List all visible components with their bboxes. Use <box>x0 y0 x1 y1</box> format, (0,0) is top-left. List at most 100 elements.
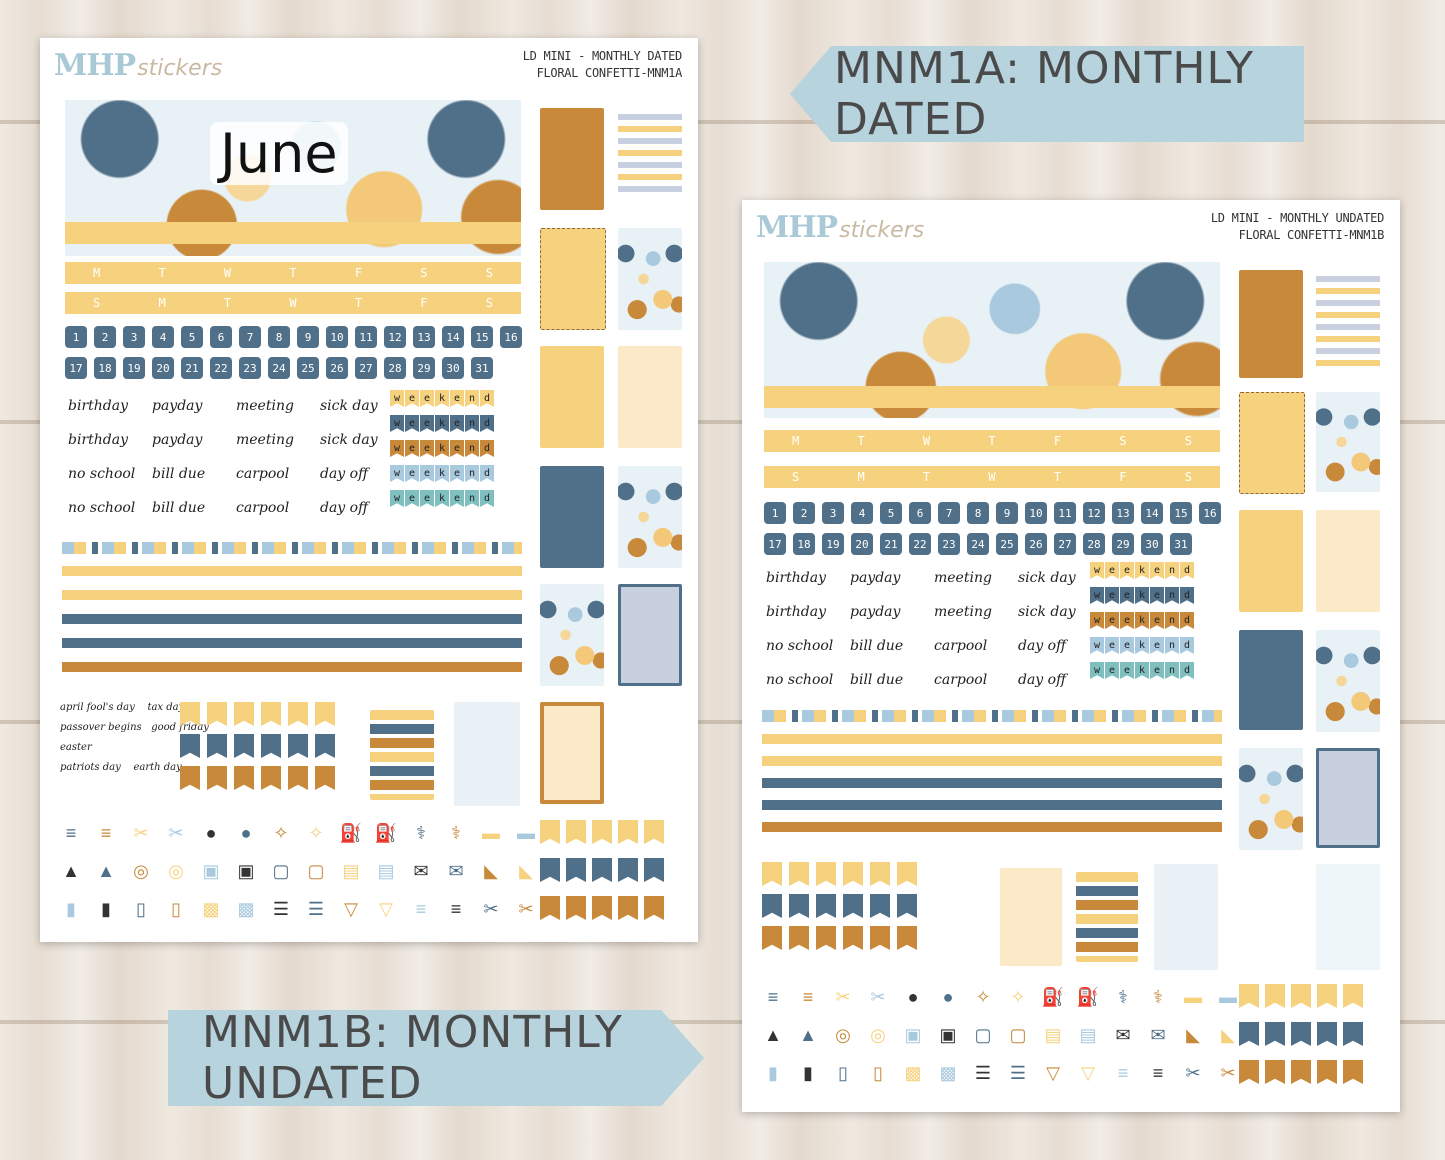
comb-icon: ≡ <box>802 986 814 1007</box>
dumbbell-icon: ▬ <box>1219 986 1237 1007</box>
weekend-letter: n <box>1165 587 1179 604</box>
flag-sticker <box>762 926 782 950</box>
stripe-box <box>1316 748 1380 848</box>
cart-icon: ▽ <box>344 898 358 919</box>
washi-stripe <box>62 590 522 600</box>
weekend-letter: n <box>465 440 479 457</box>
floral-block <box>454 702 520 806</box>
weekend-letter: n <box>1165 662 1179 679</box>
word-stickers: birthday payday meeting sick day birthday pay… <box>68 398 404 520</box>
weekend-letter: e <box>420 465 434 482</box>
word-stickers: birthday payday meeting sick day birthday pay… <box>766 570 1102 692</box>
flag-sticker <box>234 734 254 758</box>
scissors-icon: ✂ <box>835 986 851 1007</box>
word-sticker: payday <box>850 604 901 620</box>
floral-box <box>618 702 682 804</box>
weekend-letter: e <box>1105 612 1119 629</box>
flag-sticker <box>870 894 890 918</box>
gift-icon: ▩ <box>202 898 220 919</box>
washi-stripe <box>762 822 1222 832</box>
washi-stripe <box>62 614 522 624</box>
floral-box <box>540 108 604 210</box>
weekend-letter: k <box>435 490 449 507</box>
tooth-icon: ✧ <box>308 822 324 843</box>
weekend-letter: e <box>420 390 434 407</box>
flag-sticker <box>843 894 863 918</box>
washer-icon: ◎ <box>133 860 149 881</box>
floral-box <box>618 228 682 330</box>
piggy-bank-icon: ● <box>942 986 954 1007</box>
floral-box <box>1316 392 1380 492</box>
note-box <box>540 228 606 330</box>
day-number-sticker: 15 <box>471 326 493 348</box>
weekend-letter: k <box>1135 637 1149 654</box>
day-number-sticker: 10 <box>1025 502 1047 524</box>
floral-block <box>1154 864 1218 970</box>
luggage-icon: ▤ <box>1044 1024 1062 1045</box>
word-sticker: birthday <box>766 604 826 620</box>
weekend-letter: e <box>1120 662 1134 679</box>
word-sticker: meeting <box>236 398 294 414</box>
envelope-icon: ✉ <box>413 860 429 881</box>
weekend-letter: w <box>1090 662 1104 679</box>
gas-pump-icon: ⛽ <box>1041 986 1065 1007</box>
weekend-letter: e <box>1105 662 1119 679</box>
word-sticker: sick day <box>320 432 378 448</box>
day-number-sticker: 5 <box>880 502 902 524</box>
day-number-sticker: 21 <box>181 357 203 379</box>
flag-sticker <box>207 702 227 726</box>
flag-sticker <box>207 766 227 790</box>
word-sticker: bill due <box>152 466 206 482</box>
day-number-sticker: 6 <box>909 502 931 524</box>
weekend-letter: e <box>1120 637 1134 654</box>
scissors-icon: ✂ <box>1220 1062 1236 1083</box>
word-sticker: bill due <box>850 672 904 688</box>
day-number-sticker: 25 <box>297 357 319 379</box>
gift-icon: ▩ <box>904 1062 922 1083</box>
floral-box <box>1316 864 1380 970</box>
flag-sticker <box>816 862 836 886</box>
weekend-letter: d <box>480 465 494 482</box>
weekend-letter: w <box>1090 562 1104 579</box>
receipt-icon: ☰ <box>272 898 290 919</box>
day-number-sticker: 8 <box>967 502 989 524</box>
sticker-sheet-undated: MHPstickers LD MINI - MONTHLY UNDATED FL… <box>742 200 1400 1112</box>
flag-sticker <box>315 766 335 790</box>
cake-icon: ▲ <box>97 860 115 881</box>
comb-icon: ≡ <box>65 822 77 843</box>
flag-sticker <box>180 766 200 790</box>
sneaker-icon: ◣ <box>1221 1024 1235 1045</box>
comb-icon: ≡ <box>1152 1062 1164 1083</box>
cart-icon: ▽ <box>379 898 393 919</box>
flag-sticker <box>897 862 917 886</box>
flag-sticker <box>234 702 254 726</box>
word-sticker: birthday <box>68 432 128 448</box>
day-number-sticker: 31 <box>1170 533 1192 555</box>
day-number-sticker: 11 <box>1054 502 1076 524</box>
day-number-sticker: 12 <box>384 326 406 348</box>
stripe-block <box>1076 872 1138 962</box>
weekend-letter: e <box>1150 562 1164 579</box>
weekend-letter: w <box>390 490 404 507</box>
word-sticker: meeting <box>934 570 992 586</box>
sheet-title: LD MINI - MONTHLY UNDATED FLORAL CONFETT… <box>1210 211 1384 242</box>
pills-icon: ▣ <box>939 1024 957 1045</box>
day-number-sticker: 4 <box>152 326 174 348</box>
day-number-sticker: 21 <box>880 533 902 555</box>
weekend-letter: d <box>480 440 494 457</box>
book-icon: ▯ <box>136 898 146 919</box>
trash-icon: ▮ <box>66 898 76 919</box>
gas-pump-icon: ⛽ <box>1076 986 1100 1007</box>
flag-sticker <box>180 702 200 726</box>
flag-sticker <box>762 894 782 918</box>
pills-icon: ▣ <box>202 860 220 881</box>
weekend-letter: n <box>1165 612 1179 629</box>
flag-sticker <box>261 702 281 726</box>
stethoscope-icon: ⚕ <box>416 822 426 843</box>
weekend-letter: e <box>450 415 464 432</box>
